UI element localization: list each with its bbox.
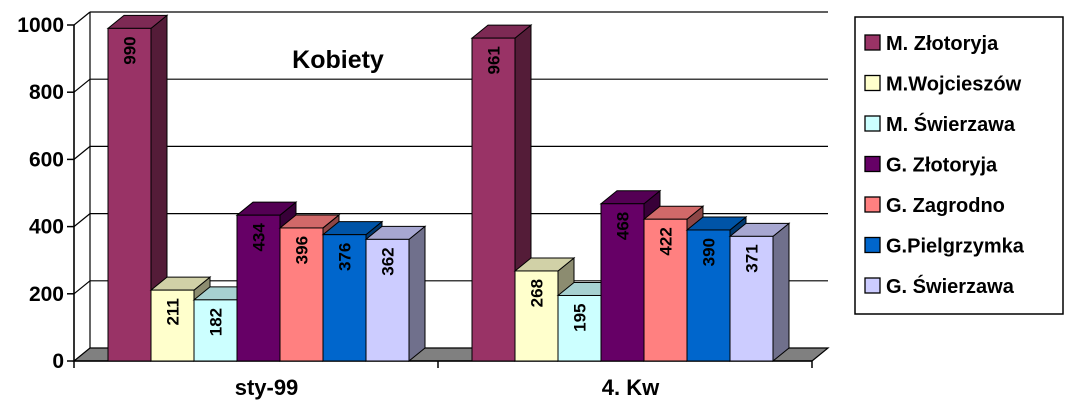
gridline-depth — [73, 213, 91, 228]
legend: M. Złotoryja M.Wojcieszów M. Świerzawa G. Z… — [854, 16, 1064, 315]
data-label: 990 — [121, 36, 140, 64]
legend-entry: M. Złotoryja — [886, 33, 999, 55]
legend-entry: G.Pielgrzymka — [886, 236, 1025, 258]
gridline-depth — [73, 78, 91, 93]
gridline-depth — [73, 145, 91, 160]
bar — [236, 214, 281, 362]
legend-swatch — [864, 155, 881, 173]
bar — [643, 218, 688, 362]
legend-entry: M.Wojcieszów — [886, 74, 1022, 96]
legend-swatch — [864, 236, 881, 254]
data-label: 390 — [700, 238, 719, 266]
x-category-label: sty-99 — [235, 375, 299, 400]
x-category-label: 4. Kw — [602, 375, 660, 400]
data-label: 362 — [379, 247, 398, 275]
bar — [471, 37, 516, 362]
bar — [322, 234, 367, 362]
data-label: 434 — [250, 223, 269, 252]
gridline-depth — [73, 11, 91, 26]
data-label: 422 — [657, 227, 676, 255]
y-tick-label: 200 — [29, 283, 64, 306]
y-tick-label: 800 — [29, 81, 64, 104]
bar — [365, 238, 410, 362]
data-label: 961 — [485, 46, 504, 74]
data-label: 211 — [164, 298, 183, 325]
gridline-depth — [73, 280, 91, 295]
bar — [686, 229, 731, 362]
legend-entry: G. Świerzawa — [886, 274, 1015, 298]
y-tick-label: 600 — [29, 148, 64, 171]
data-label: 182 — [207, 308, 226, 336]
data-label: 468 — [614, 212, 633, 240]
bar-side — [772, 222, 790, 363]
bar — [514, 270, 559, 362]
bars: 990 211 182 434 396 376 362 961 268 195 468 422 390 3… — [106, 14, 791, 363]
bar — [107, 27, 152, 362]
legend-box — [854, 16, 1064, 315]
data-label: 396 — [293, 236, 312, 264]
legend-swatch — [864, 115, 881, 132]
bar — [150, 289, 195, 362]
legend-entry: G. Zagrodno — [886, 195, 1005, 217]
y-tick-label: 0 — [52, 350, 64, 373]
legend-swatch — [864, 74, 881, 92]
bar — [729, 235, 774, 362]
data-label: 195 — [571, 303, 590, 331]
legend-entry: G. Złotoryja — [886, 155, 998, 177]
y-tick-label: 400 — [29, 216, 64, 239]
data-label: 371 — [743, 244, 762, 272]
bar — [557, 294, 602, 362]
data-label: 268 — [528, 279, 547, 307]
legend-entry: M. Świerzawa — [886, 112, 1016, 136]
bar — [600, 203, 645, 362]
legend-swatch — [864, 277, 881, 294]
bar — [279, 227, 324, 362]
y-tick-label: 1000 — [17, 14, 64, 37]
chart-title: Kobiety — [292, 46, 384, 74]
legend-swatch — [864, 34, 881, 51]
data-label: 376 — [336, 243, 355, 271]
bar-side — [408, 225, 426, 363]
legend-swatch — [864, 196, 881, 213]
